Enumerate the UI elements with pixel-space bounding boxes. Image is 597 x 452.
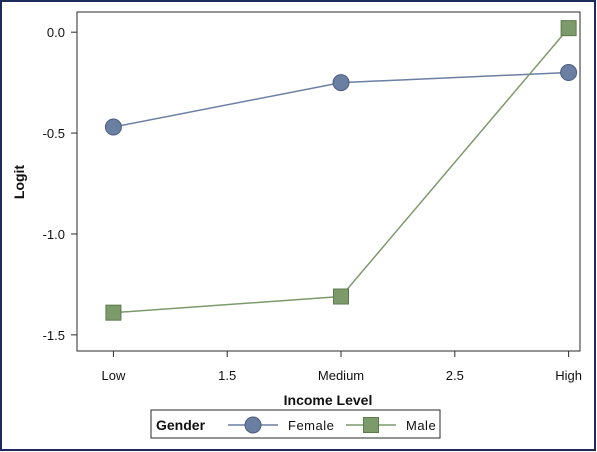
y-tick-label: -0.5 [43,126,65,141]
legend-marker-female [244,416,262,434]
data-point-female [104,118,122,136]
data-point-male [105,304,122,321]
series-male [105,20,577,321]
plot-area [76,11,581,352]
x-tick-label: High [555,368,582,383]
legend-box [150,409,441,439]
legend-label-female: Female [288,418,334,433]
y-tick-label: -1.0 [43,227,65,242]
legend-label-male: Male [406,418,436,433]
x-tick-label: 1.5 [218,368,236,383]
legend-marker-male [363,417,379,433]
x-axis-title: Income Level [284,392,373,408]
x-tick-label: 2.5 [446,368,464,383]
x-tick-label: Medium [318,368,364,383]
legend-item-female: Female [228,416,334,434]
legend-item-male: Male [346,417,436,433]
legend: Gender Female Male [150,409,441,439]
data-point-male [333,288,350,305]
x-axis: Low 1.5 Medium 2.5 High [101,351,582,383]
y-tick-label: 0.0 [47,25,65,40]
data-point-female [560,64,578,82]
series-female [104,64,578,136]
x-tick-label: Low [101,368,125,383]
legend-items: Female Male [228,416,436,434]
data-point-male [560,20,577,37]
y-axis: 0.0 -0.5 -1.0 -1.5 [43,25,77,343]
y-tick-label: -1.5 [43,328,65,343]
series-layer [104,20,578,321]
y-axis-title: Logit [11,165,27,200]
legend-title: Gender [156,417,206,433]
data-point-female [332,74,350,92]
